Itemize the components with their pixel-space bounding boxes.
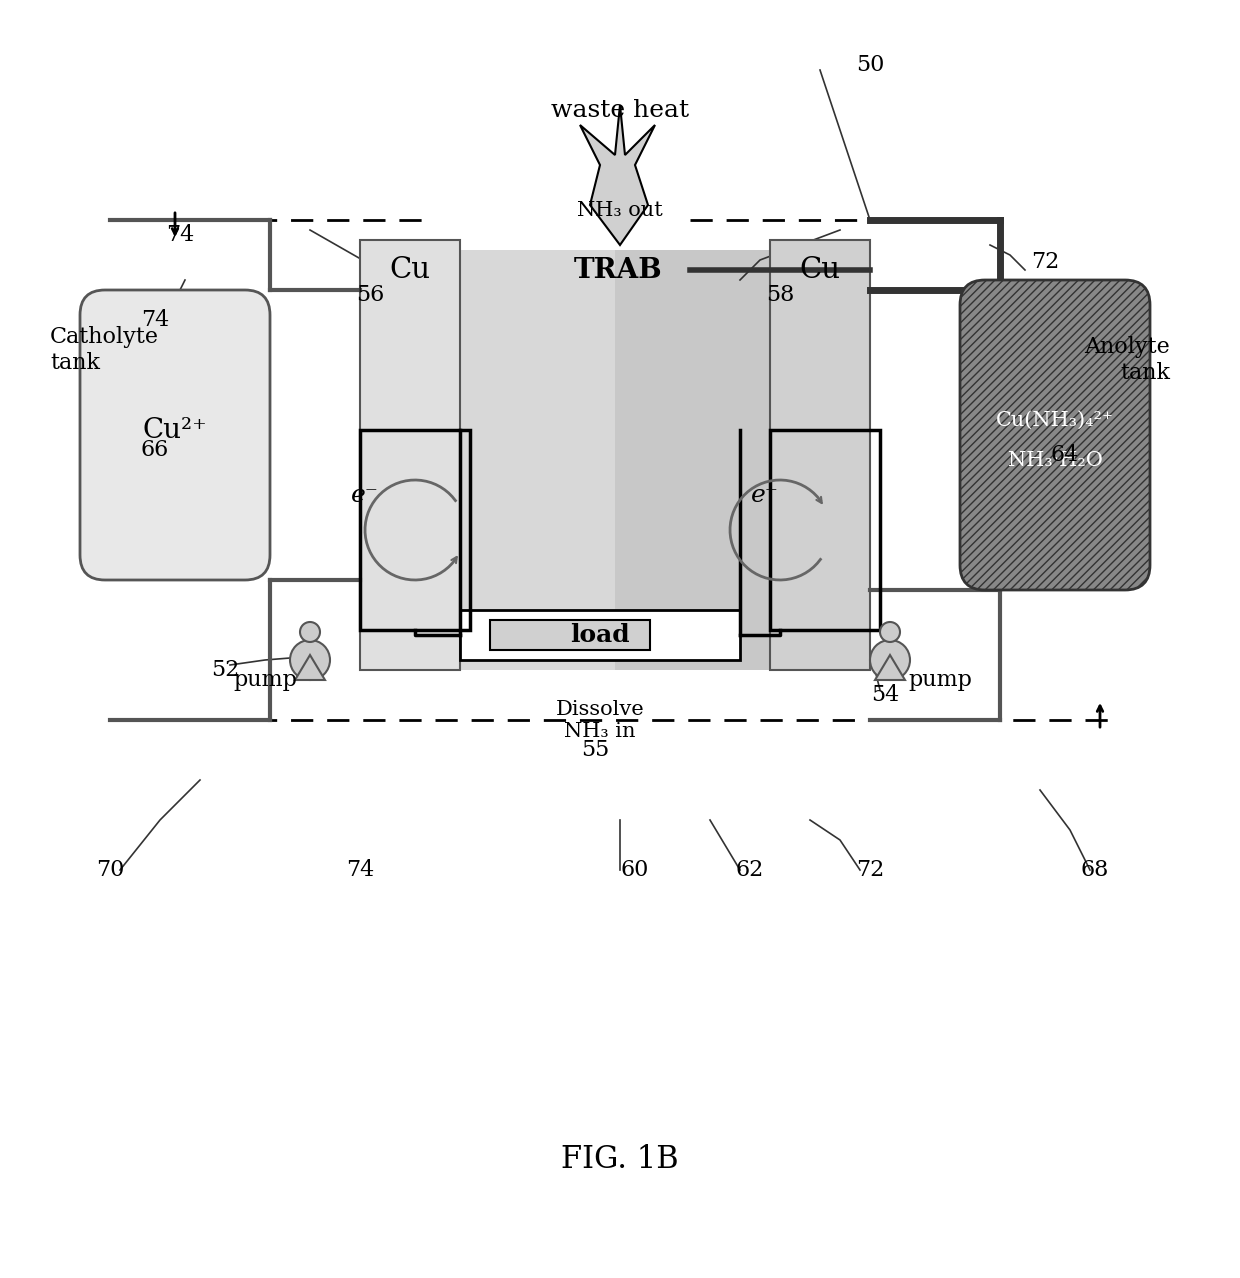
Circle shape xyxy=(880,622,900,642)
Text: 64: 64 xyxy=(1050,443,1079,466)
Text: 74: 74 xyxy=(166,224,195,245)
Text: NH₃ out: NH₃ out xyxy=(577,201,663,220)
Text: e⁻: e⁻ xyxy=(351,483,379,506)
Text: Anolyte
tank: Anolyte tank xyxy=(1084,336,1171,383)
Text: Cu: Cu xyxy=(389,256,430,284)
Bar xyxy=(490,620,650,651)
Text: pump: pump xyxy=(908,668,972,691)
FancyBboxPatch shape xyxy=(960,280,1149,590)
Text: 56: 56 xyxy=(356,284,384,305)
Text: 68: 68 xyxy=(1081,859,1110,881)
Text: waste heat: waste heat xyxy=(551,98,689,121)
Text: 58: 58 xyxy=(766,284,794,305)
Text: 66: 66 xyxy=(141,440,169,461)
Text: 60: 60 xyxy=(621,859,650,881)
Circle shape xyxy=(290,640,330,680)
Text: FIG. 1B: FIG. 1B xyxy=(562,1145,678,1176)
Text: Cu(NH₃)₄²⁺: Cu(NH₃)₄²⁺ xyxy=(996,410,1114,429)
Text: 70: 70 xyxy=(95,859,124,881)
Text: 74: 74 xyxy=(141,309,169,331)
Bar xyxy=(770,429,880,630)
Text: 52: 52 xyxy=(211,659,239,681)
Text: Cu: Cu xyxy=(800,256,841,284)
Bar xyxy=(460,610,740,659)
Bar xyxy=(360,429,470,630)
Text: Catholyte
tank: Catholyte tank xyxy=(50,326,159,373)
Text: 50: 50 xyxy=(856,54,884,75)
Text: NH₃·H₂O: NH₃·H₂O xyxy=(1008,451,1102,469)
Bar xyxy=(360,240,460,670)
Text: pump: pump xyxy=(233,668,296,691)
Bar xyxy=(770,240,870,670)
FancyBboxPatch shape xyxy=(81,290,270,580)
Text: 62: 62 xyxy=(735,859,764,881)
Circle shape xyxy=(300,622,320,642)
Text: 55: 55 xyxy=(580,739,609,760)
Text: load: load xyxy=(570,622,630,647)
Circle shape xyxy=(870,640,910,680)
Text: TRAB: TRAB xyxy=(574,257,662,284)
Text: 72: 72 xyxy=(856,859,884,881)
Text: 72: 72 xyxy=(1030,250,1059,273)
Text: 54: 54 xyxy=(870,684,899,705)
Text: Dissolve
NH₃ in: Dissolve NH₃ in xyxy=(556,700,645,741)
Polygon shape xyxy=(875,656,905,680)
Polygon shape xyxy=(295,656,325,680)
Text: e⁻: e⁻ xyxy=(751,483,779,506)
Text: 74: 74 xyxy=(346,859,374,881)
Bar xyxy=(430,250,615,670)
Bar xyxy=(615,250,800,670)
Text: Cu²⁺: Cu²⁺ xyxy=(143,417,207,443)
Polygon shape xyxy=(580,105,655,245)
